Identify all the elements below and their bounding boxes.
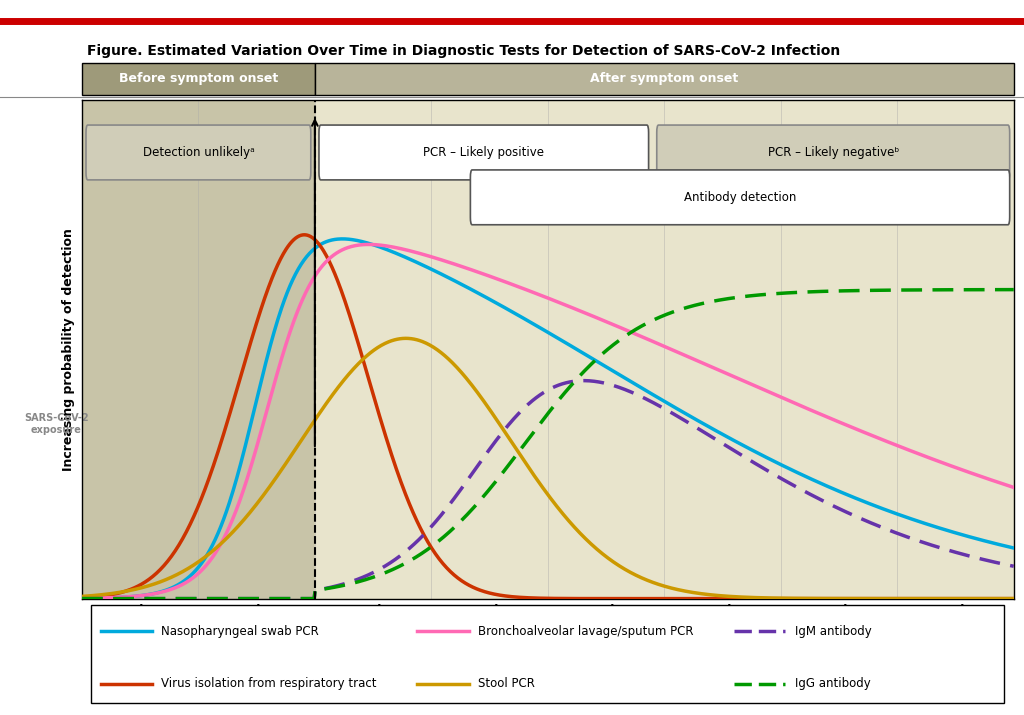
FancyBboxPatch shape <box>318 125 648 180</box>
Text: Nasopharyngeal swab PCR: Nasopharyngeal swab PCR <box>161 625 318 638</box>
Text: Virus isolation from respiratory tract: Virus isolation from respiratory tract <box>161 677 377 690</box>
Text: Relative to Symptom Onset: Relative to Symptom Onset <box>87 76 302 90</box>
FancyBboxPatch shape <box>656 125 1010 180</box>
Text: Detection unlikelyᵃ: Detection unlikelyᵃ <box>142 146 254 159</box>
Y-axis label: Increasing probability of detection: Increasing probability of detection <box>62 228 75 470</box>
Text: IgG antibody: IgG antibody <box>795 677 870 690</box>
FancyBboxPatch shape <box>82 63 315 95</box>
Text: PCR – Likely positive: PCR – Likely positive <box>423 146 545 159</box>
Text: Antibody detection: Antibody detection <box>684 191 797 204</box>
Text: Bronchoalveolar lavage/sputum PCR: Bronchoalveolar lavage/sputum PCR <box>478 625 693 638</box>
Text: Stool PCR: Stool PCR <box>478 677 535 690</box>
FancyBboxPatch shape <box>470 170 1010 225</box>
Bar <box>315 100 1014 598</box>
FancyBboxPatch shape <box>86 125 311 180</box>
Text: Symptom onset: Symptom onset <box>248 664 382 679</box>
Text: After symptom onset: After symptom onset <box>590 72 738 85</box>
Text: SARS-CoV-2
exposure: SARS-CoV-2 exposure <box>24 413 89 435</box>
Text: IgM antibody: IgM antibody <box>795 625 871 638</box>
FancyBboxPatch shape <box>91 605 1005 704</box>
Text: Before symptom onset: Before symptom onset <box>119 72 279 85</box>
Text: Figure. Estimated Variation Over Time in Diagnostic Tests for Detection of SARS-: Figure. Estimated Variation Over Time in… <box>87 44 840 58</box>
FancyBboxPatch shape <box>315 63 1014 95</box>
Bar <box>82 100 315 598</box>
Text: PCR – Likely negativeᵇ: PCR – Likely negativeᵇ <box>768 146 899 159</box>
